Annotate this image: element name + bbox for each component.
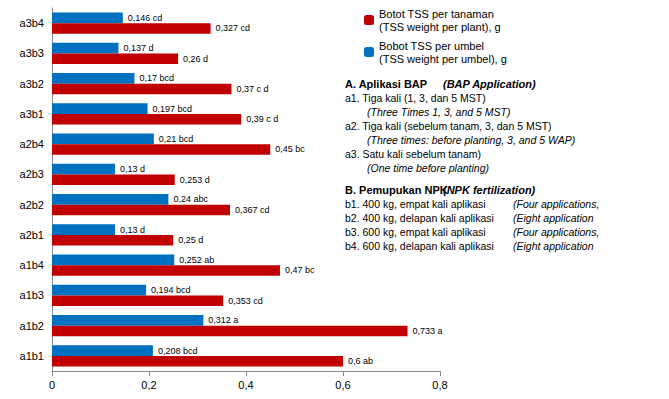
svg-text:0,45 bc: 0,45 bc	[275, 144, 305, 154]
svg-text:a2b4: a2b4	[20, 138, 44, 150]
svg-text:(BAP Application): (BAP Application)	[443, 78, 536, 90]
svg-text:(Eight application: (Eight application	[513, 240, 594, 252]
svg-text:0,39 c d: 0,39 c d	[246, 114, 278, 124]
svg-text:0,367 cd: 0,367 cd	[235, 205, 270, 215]
svg-text:Botot TSS per tanaman: Botot TSS per tanaman	[379, 8, 494, 20]
svg-text:0,6: 0,6	[335, 379, 350, 391]
svg-text:a2. Tiga kali (sebelum tanam,: a2. Tiga kali (sebelum tanam, 3, dan 5 M…	[345, 120, 552, 132]
svg-text:a3b1: a3b1	[20, 108, 44, 120]
svg-text:a1b3: a1b3	[20, 289, 44, 301]
svg-text:b4. 600 kg, delapan kali aplik: b4. 600 kg, delapan kali aplikasi	[345, 240, 497, 252]
svg-text:0,197 bcd: 0,197 bcd	[153, 104, 193, 114]
svg-text:a1b1: a1b1	[20, 350, 44, 362]
svg-text:A. Aplikasi BAP: A. Aplikasi BAP	[345, 78, 427, 90]
svg-text:(Three Times 1, 3, and 5 MST): (Three Times 1, 3, and 5 MST)	[367, 106, 510, 118]
svg-text:0,4: 0,4	[238, 379, 253, 391]
svg-text:0,13 d: 0,13 d	[120, 225, 145, 235]
svg-text:(Four applications,: (Four applications,	[513, 226, 599, 238]
svg-text:a1. Tiga kali (1, 3, dan 5 MST: a1. Tiga kali (1, 3, dan 5 MST)	[345, 92, 486, 104]
svg-text:0,353 cd: 0,353 cd	[228, 296, 263, 306]
svg-text:a3b3: a3b3	[20, 47, 44, 59]
svg-text:0,47 bc: 0,47 bc	[285, 265, 315, 275]
svg-text:0,24 abc: 0,24 abc	[173, 194, 208, 204]
svg-text:0,146 cd: 0,146 cd	[128, 13, 163, 23]
svg-text:a2b1: a2b1	[20, 229, 44, 241]
svg-text:0,25 d: 0,25 d	[178, 235, 203, 245]
svg-text:(NPK fertilization): (NPK fertilization)	[443, 184, 536, 196]
svg-text:0,312 a: 0,312 a	[208, 315, 238, 325]
svg-text:0,208 bcd: 0,208 bcd	[158, 346, 198, 356]
svg-text:0: 0	[49, 379, 55, 391]
svg-text:(Eight application: (Eight application	[513, 212, 594, 224]
svg-text:a1b2: a1b2	[20, 320, 44, 332]
svg-text:0,2: 0,2	[141, 379, 156, 391]
svg-text:a3b2: a3b2	[20, 78, 44, 90]
svg-text:0,21 bcd: 0,21 bcd	[159, 134, 194, 144]
svg-text:0,327 cd: 0,327 cd	[216, 23, 251, 33]
svg-text:(TSS weight per plant), g: (TSS weight per plant), g	[379, 21, 501, 33]
svg-text:(Three times: before planting,: (Three times: before planting, 3, and 5 …	[367, 134, 575, 146]
svg-text:a2b2: a2b2	[20, 199, 44, 211]
svg-text:b2. 400 kg, delapan kali aplik: b2. 400 kg, delapan kali aplikasi	[345, 212, 497, 224]
svg-text:B. Pemupukan NPK: B. Pemupukan NPK	[345, 184, 448, 196]
svg-text:0,733 a: 0,733 a	[413, 326, 443, 336]
svg-text:0,8: 0,8	[432, 379, 447, 391]
svg-text:0,194 bcd: 0,194 bcd	[151, 285, 191, 295]
svg-text:a1b4: a1b4	[20, 259, 44, 271]
svg-text:0,137 d: 0,137 d	[123, 43, 153, 53]
svg-text:Bobot TSS per umbel: Bobot TSS per umbel	[379, 40, 484, 52]
svg-text:a2b3: a2b3	[20, 168, 44, 180]
svg-text:a3b4: a3b4	[20, 17, 44, 29]
svg-text:b3. 600 kg, empat kali aplikas: b3. 600 kg, empat kali aplikasi	[345, 226, 489, 238]
svg-text:0,6 ab: 0,6 ab	[348, 356, 373, 366]
svg-text:0,26 d: 0,26 d	[183, 54, 208, 64]
svg-text:(Four applications,: (Four applications,	[513, 198, 599, 210]
svg-text:0,13 d: 0,13 d	[120, 164, 145, 174]
svg-text:0,17 bcd: 0,17 bcd	[139, 73, 174, 83]
svg-text:0,252 ab: 0,252 ab	[179, 255, 214, 265]
svg-text:b1. 400 kg, empat kali aplikas: b1. 400 kg, empat kali aplikasi	[345, 198, 489, 210]
svg-text:a3. Satu kali sebelum tanam): a3. Satu kali sebelum tanam)	[345, 148, 481, 160]
svg-text:(One time before planting): (One time before planting)	[367, 162, 489, 174]
svg-text:0,253 d: 0,253 d	[180, 175, 210, 185]
svg-text:(TSS weight per umbel), g: (TSS weight per umbel), g	[379, 53, 507, 65]
svg-text:0,37 c d: 0,37 c d	[236, 84, 268, 94]
